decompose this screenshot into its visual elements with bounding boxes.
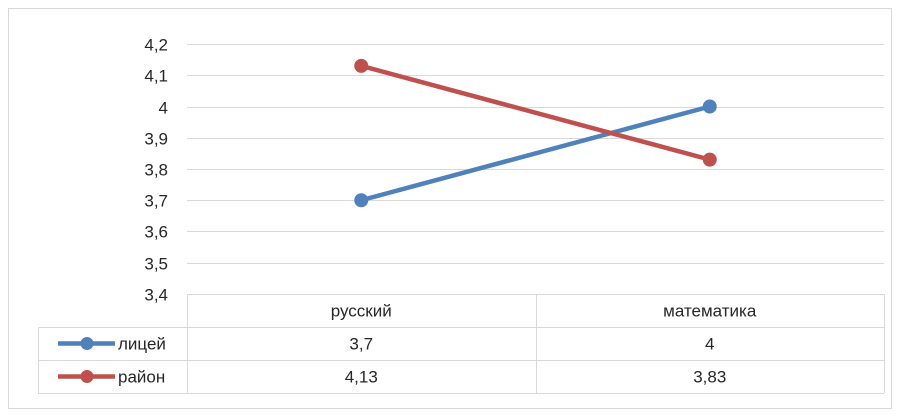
y-tick-label: 3,8 [144,161,168,180]
legend-label: район [118,368,165,387]
legend-label: лицей [118,335,166,354]
data-label: 3,7 [349,335,373,354]
y-tick-label: 4 [159,99,168,118]
y-tick-label: 4,2 [144,36,168,55]
y-tick-label: 3,4 [144,286,168,305]
data-table: русский математика лицей 3,7 4 район 4,13 3,83 [38,294,885,394]
legend-marker-район [80,370,94,383]
y-axis-ticks: 3,4 3,5 3,6 3,7 3,8 3,9 4 4,1 4,2 [144,36,168,305]
data-label: 4,13 [345,368,378,387]
series-lines [354,58,717,208]
y-tick-label: 3,9 [144,130,168,149]
y-tick-label: 3,5 [144,255,168,274]
legend-marker-лицей [80,337,94,350]
gridlines [187,44,884,264]
data-point [702,152,717,167]
category-label: русский [331,302,392,321]
data-label: 3,83 [693,368,726,387]
y-tick-label: 3,7 [144,192,168,211]
data-point [354,58,369,73]
series-line-район [359,63,712,162]
data-point [354,193,369,208]
category-label: математика [663,302,757,321]
y-tick-label: 3,6 [144,223,168,242]
data-label: 4 [705,335,714,354]
y-tick-label: 4,1 [144,67,168,86]
data-point [702,99,717,114]
series-line-лицей [359,104,712,203]
